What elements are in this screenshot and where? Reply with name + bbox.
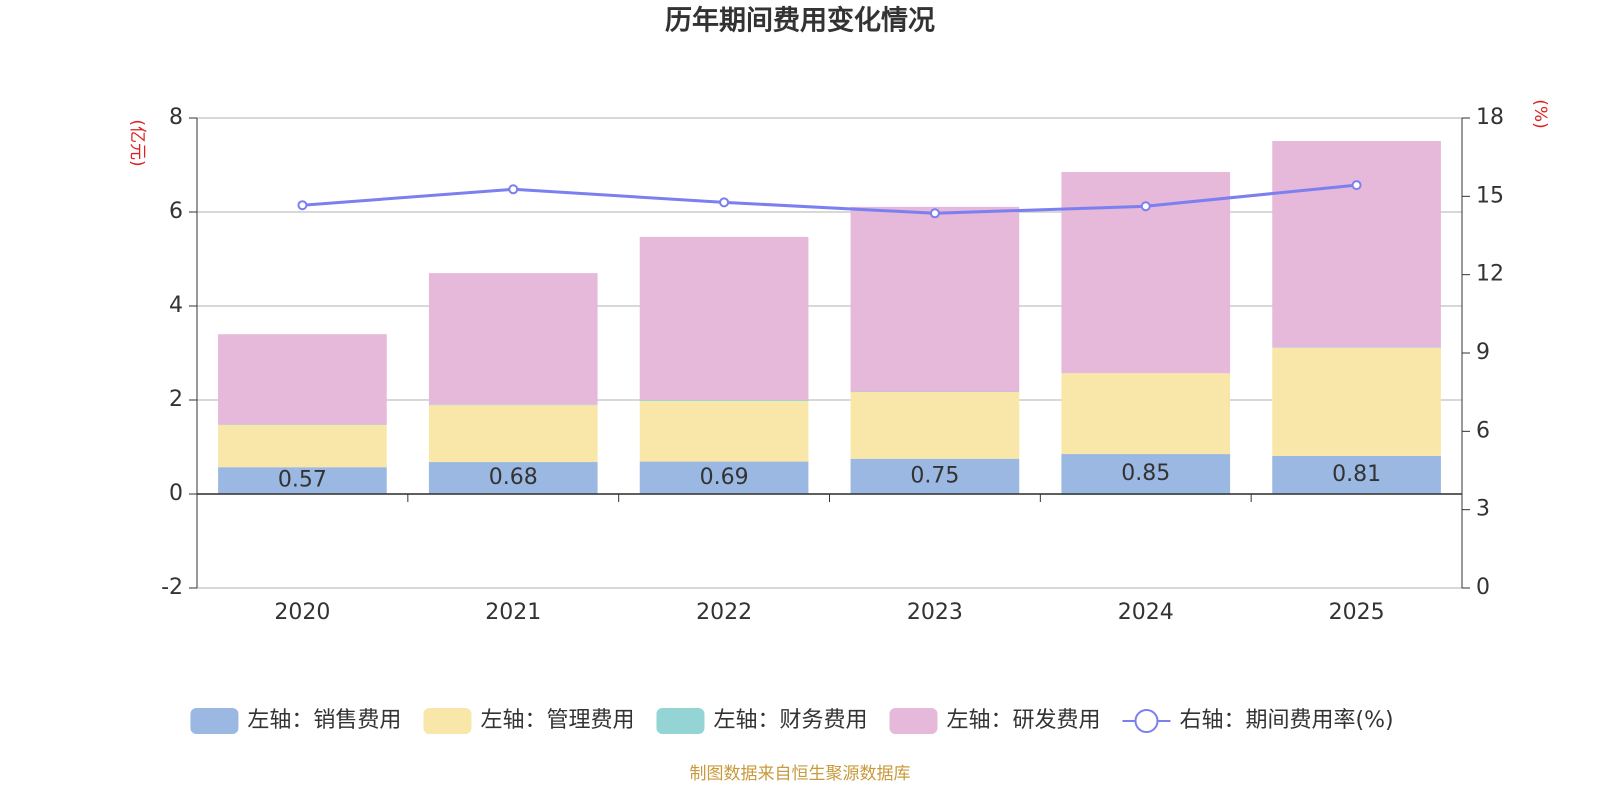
x-tick-label: 2023 xyxy=(907,600,963,625)
legend-item: 左轴：销售费用 xyxy=(190,708,401,734)
legend-item: 左轴：管理费用 xyxy=(423,708,634,734)
data-label: 0.81 xyxy=(1332,462,1381,487)
bar xyxy=(428,462,598,494)
line-point xyxy=(719,197,730,208)
line xyxy=(302,183,1357,215)
x-tick-label: 2025 xyxy=(1329,600,1385,625)
y2-tick-label: 18 xyxy=(1476,105,1504,130)
bar xyxy=(428,405,598,463)
bar xyxy=(850,392,1020,459)
bar xyxy=(639,400,809,401)
legend-marker xyxy=(1134,709,1159,733)
legend-label: 右轴：期间费用率(%) xyxy=(1179,708,1393,733)
y2-tick-label: 9 xyxy=(1476,340,1490,365)
data-label: 0.75 xyxy=(910,463,959,488)
bar xyxy=(218,334,387,425)
bar xyxy=(1272,141,1441,348)
y2-tick-label: 3 xyxy=(1476,497,1490,522)
bar xyxy=(218,467,387,494)
data-label: 0.57 xyxy=(278,468,327,493)
x-tick-label: 2022 xyxy=(696,600,752,625)
y-tick-label: 0 xyxy=(169,481,183,506)
y-axis-label: (亿元) xyxy=(127,119,147,166)
y2-tick-label: 6 xyxy=(1476,418,1490,443)
legend-swatch xyxy=(889,708,938,734)
x-tick-label: 2020 xyxy=(274,600,330,625)
data-label: 0.69 xyxy=(700,465,749,490)
data-label: 0.85 xyxy=(1121,461,1170,486)
x-tick-label: 2021 xyxy=(485,600,541,625)
legend: 左轴：销售费用 左轴：管理费用 左轴：财务费用 左轴：研发费用 右轴：期间费用率(%) xyxy=(190,708,1394,734)
line-point xyxy=(1351,180,1362,191)
bar xyxy=(639,461,809,494)
y-tick-label: 6 xyxy=(169,199,183,224)
legend-item: 右轴：期间费用率(%) xyxy=(1122,708,1394,733)
x-tick-label: 2024 xyxy=(1118,600,1174,625)
legend-label: 左轴：研发费用 xyxy=(946,708,1100,733)
bar xyxy=(1061,454,1231,494)
legend-label: 左轴：销售费用 xyxy=(247,708,401,733)
bar xyxy=(1272,347,1441,456)
legend-swatch xyxy=(190,708,239,734)
line-point xyxy=(1140,201,1151,212)
y-tick-label: 8 xyxy=(169,105,183,130)
data-label: 0.68 xyxy=(489,465,538,490)
chart-title: 历年期间费用变化情况 xyxy=(665,5,935,37)
bar xyxy=(218,424,387,468)
bar xyxy=(850,458,1020,494)
y-tick-label: -2 xyxy=(161,575,183,600)
y2-tick-label: 0 xyxy=(1476,575,1490,600)
bar xyxy=(1061,373,1231,455)
y-tick-label: 2 xyxy=(169,387,183,412)
line-point xyxy=(508,184,519,195)
y2-tick-label: 15 xyxy=(1476,183,1504,208)
legend-swatch xyxy=(423,708,472,734)
bar xyxy=(639,236,809,400)
bar xyxy=(1272,455,1441,494)
line-point xyxy=(929,208,940,219)
legend-label: 左轴：管理费用 xyxy=(480,708,634,733)
y2-axis-label: (%) xyxy=(1530,99,1550,128)
bar xyxy=(850,206,1020,392)
y2-tick-label: 12 xyxy=(1476,262,1504,287)
line-point xyxy=(297,200,308,211)
source-note: 制图数据来自恒生聚源数据库 xyxy=(690,764,911,784)
bar xyxy=(428,273,598,405)
legend-label: 左轴：财务费用 xyxy=(713,708,867,733)
legend-item: 左轴：研发费用 xyxy=(889,708,1100,734)
legend-swatch xyxy=(656,708,705,734)
y-tick-label: 4 xyxy=(169,293,183,318)
bar xyxy=(639,400,809,462)
legend-item: 左轴：财务费用 xyxy=(656,708,867,734)
